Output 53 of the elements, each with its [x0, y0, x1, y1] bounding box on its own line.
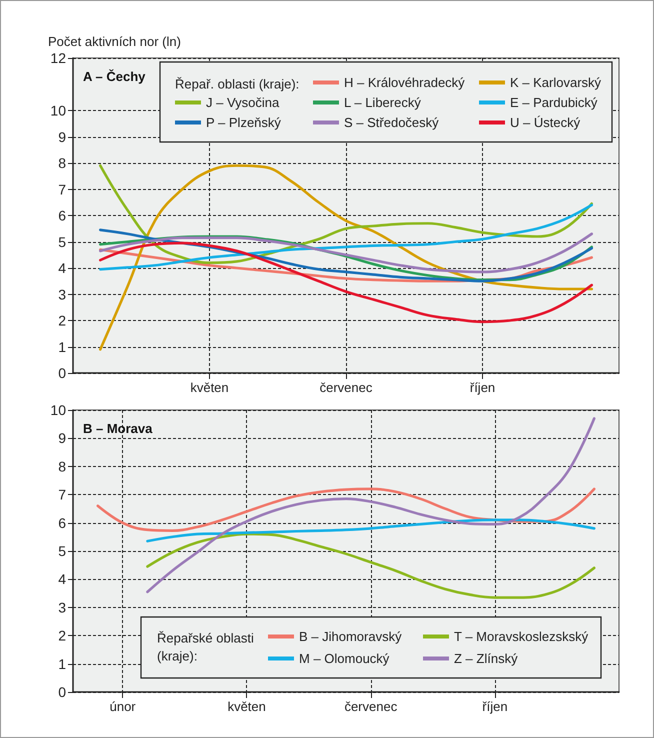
legend-label: T – Moravskoslezskský — [454, 629, 589, 644]
line-series — [99, 164, 593, 351]
legend-label: L – Liberecký — [344, 95, 422, 110]
y-tick-label: 3 — [58, 599, 66, 616]
x-tick-label: červenec — [320, 380, 373, 395]
y-tick-label: 2 — [58, 628, 66, 644]
x-tick-label: říjen — [482, 699, 508, 714]
y-tick-label: 10 — [50, 402, 66, 418]
legend-label: P – Plzeňský — [206, 115, 282, 130]
legend-label: Z – Zlínský — [454, 651, 518, 666]
legend-label: H – Královéhradecký — [344, 75, 466, 90]
x-tick-label: únor — [110, 699, 136, 714]
legend-label: U – Ústecký — [510, 115, 581, 130]
y-tick-label: 8 — [58, 155, 66, 171]
y-tick-label: 6 — [58, 514, 66, 531]
line-series — [99, 242, 593, 324]
y-tick-label: 2 — [58, 312, 66, 328]
text: B – Morava — [83, 421, 154, 436]
x-tick-label: červenec — [344, 699, 398, 714]
legend-title: Řepařské oblasti (kraje): — [157, 630, 258, 664]
y-tick-label: 9 — [58, 430, 66, 446]
line-series — [146, 518, 596, 542]
legend-label: J – Vysočina — [206, 95, 280, 110]
text: A – Čechy — [83, 69, 146, 84]
y-tick-label: 8 — [58, 458, 66, 474]
legend-title: Řepař. oblasti (kraje): — [175, 76, 300, 92]
legend-label: M – Olomoucký — [299, 651, 390, 666]
y-tick-label: 3 — [58, 286, 66, 302]
y-tick-label: 7 — [58, 181, 66, 198]
line-series — [99, 232, 593, 274]
y-tick-label: 4 — [58, 260, 66, 276]
y-tick-label: 9 — [58, 128, 66, 145]
x-tick-label: květen — [190, 380, 229, 395]
y-tick-label: 1 — [58, 338, 66, 355]
legend-label: S – Středočeský — [344, 115, 440, 130]
y-tick-label: 4 — [58, 571, 66, 588]
x-tick-label: květen — [228, 699, 266, 714]
x-tick-label: říjen — [470, 380, 496, 395]
legend-label: B – Jihomoravský — [299, 629, 402, 644]
legend-label: K – Karlovarský — [510, 75, 602, 90]
y-axis-title: Počet aktivních nor (ln) — [48, 34, 181, 49]
y-tick-label: 6 — [58, 208, 66, 224]
y-tick-label: 5 — [58, 234, 66, 250]
y-tick-label: 10 — [50, 102, 66, 118]
y-tick-label: 12 — [50, 50, 66, 66]
legend-label: E – Pardubický — [510, 95, 598, 110]
line-series — [146, 532, 596, 599]
line-series — [99, 204, 593, 271]
y-tick-label: 0 — [58, 365, 66, 381]
y-tick-label: 5 — [58, 543, 66, 559]
y-tick-label: 0 — [58, 684, 66, 700]
y-tick-label: 1 — [58, 656, 66, 672]
y-tick-label: 7 — [58, 486, 66, 503]
